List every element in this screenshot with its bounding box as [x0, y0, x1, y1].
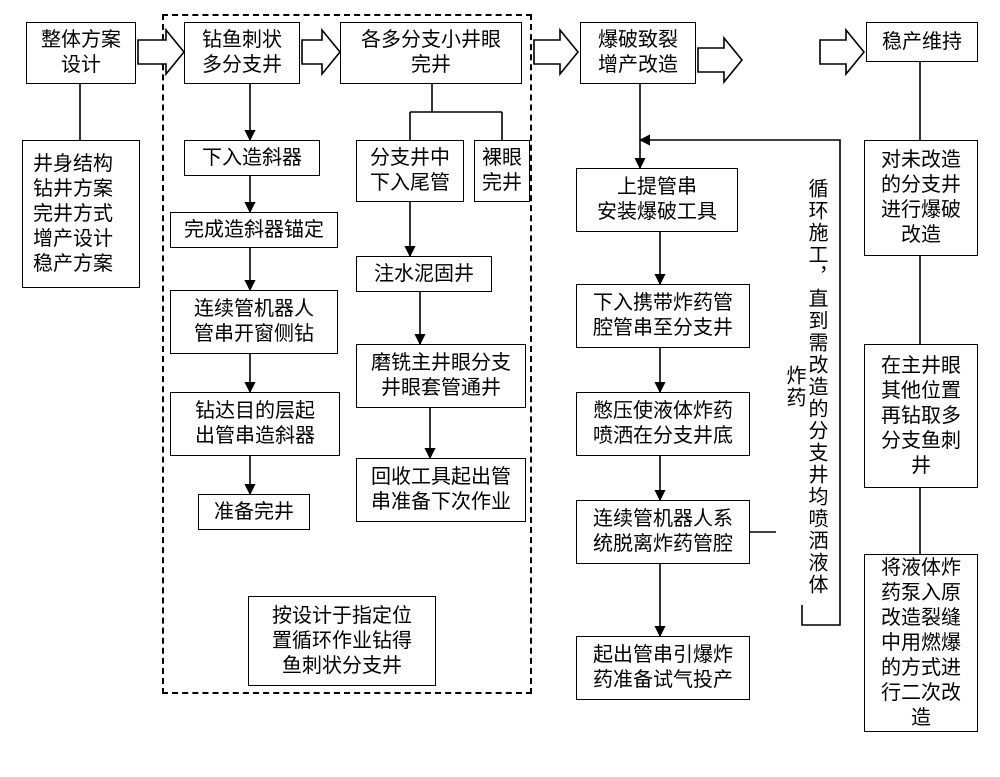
- col5-s1: 对未改造 的分支井 进行爆破 改造: [864, 140, 978, 256]
- col4-s4: 连续管机器人系 统脱离炸药管腔: [576, 500, 750, 564]
- stage-stable-production: 稳产维持: [866, 22, 978, 62]
- col2-s1: 下入造斜器: [184, 140, 320, 176]
- col3-s2: 注水泥固井: [356, 256, 492, 292]
- col2-loop-note: 按设计于指定位 置循环作业钻得 鱼刺状分支井: [248, 596, 436, 686]
- col2-s5: 准备完井: [198, 494, 310, 530]
- col4-s3: 憋压使液体炸药 喷洒在分支井底: [576, 392, 750, 456]
- col4-s5: 起出管串引爆炸 药准备试气投产: [576, 636, 750, 700]
- stage-overall-design: 整体方案 设计: [26, 22, 136, 84]
- col4-s2: 下入携带炸药管 腔管串至分支井: [576, 284, 750, 348]
- stage-drill-fishbone: 钻鱼刺状 多分支井: [184, 22, 300, 84]
- col2-s4: 钻达目的层起 出管串造斜器: [170, 392, 340, 456]
- col3-s1: 分支井中 下入尾管: [356, 140, 464, 202]
- col3-s3: 磨铣主井眼分支 井眼套管通井: [356, 344, 526, 408]
- stage-branch-completion: 各多分支小井眼 完井: [340, 22, 522, 84]
- col3-s4: 回收工具起出管 串准备下次作业: [356, 458, 526, 522]
- col5-s3: 将液体炸 药泵入原 改造裂缝 中用燃爆 的方式进 行二次改 造: [864, 554, 978, 732]
- col3-s1b: 裸眼 完井: [474, 140, 530, 202]
- col4-loop-vertical-text: 循环施工，直到需改造的分支井均喷洒液体炸药: [776, 172, 834, 602]
- col5-s2: 在主井眼 其他位置 再钻取多 分支鱼刺 井: [864, 344, 978, 488]
- col4-s1: 上提管串 安装爆破工具: [576, 168, 738, 232]
- col2-s2: 完成造斜器锚定: [170, 212, 338, 248]
- col1-design-items: 井身结构 钻井方案 完井方式 增产设计 稳产方案: [22, 140, 140, 288]
- stage-blast-stimulation: 爆破致裂 增产改造: [580, 22, 696, 84]
- col2-s3: 连续管机器人 管串开窗侧钻: [170, 290, 338, 354]
